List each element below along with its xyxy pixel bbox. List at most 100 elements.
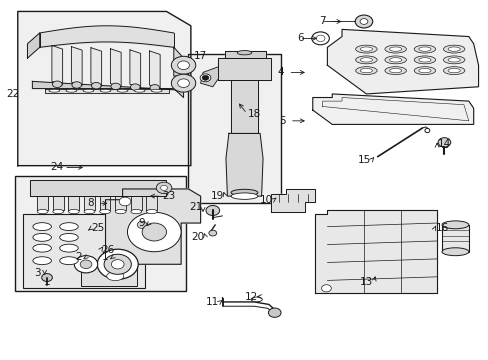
Polygon shape [312, 94, 473, 125]
Text: 18: 18 [247, 109, 260, 119]
Ellipse shape [389, 47, 401, 51]
Circle shape [359, 19, 367, 24]
Ellipse shape [60, 233, 78, 241]
Polygon shape [100, 196, 110, 211]
Ellipse shape [413, 67, 435, 75]
Circle shape [177, 79, 189, 87]
Polygon shape [173, 47, 183, 76]
Polygon shape [327, 30, 478, 94]
Ellipse shape [443, 45, 464, 53]
Text: 16: 16 [434, 224, 447, 233]
Polygon shape [200, 67, 217, 87]
Bar [81, 266, 137, 286]
Text: 10: 10 [259, 195, 272, 205]
Ellipse shape [91, 82, 101, 89]
Circle shape [171, 56, 195, 74]
Ellipse shape [150, 85, 159, 91]
Ellipse shape [355, 45, 376, 53]
Polygon shape [105, 189, 200, 264]
Ellipse shape [441, 221, 468, 229]
Text: 5: 5 [279, 116, 285, 126]
Ellipse shape [384, 56, 406, 64]
Polygon shape [44, 89, 168, 93]
Bar [441, 225, 468, 252]
Text: 11: 11 [206, 297, 219, 307]
Polygon shape [27, 33, 40, 58]
Text: 21: 21 [189, 202, 202, 212]
Ellipse shape [33, 223, 51, 230]
Polygon shape [84, 196, 95, 211]
Polygon shape [53, 196, 63, 211]
Text: 19: 19 [211, 191, 224, 201]
Ellipse shape [389, 68, 401, 73]
Ellipse shape [237, 50, 251, 55]
Text: 17: 17 [194, 51, 207, 61]
Ellipse shape [84, 210, 95, 214]
Ellipse shape [100, 89, 111, 92]
Polygon shape [115, 196, 126, 211]
Circle shape [171, 74, 195, 92]
Bar [188, 54, 281, 203]
Ellipse shape [443, 56, 464, 64]
Text: 1: 1 [102, 252, 109, 262]
Ellipse shape [231, 189, 257, 196]
Ellipse shape [424, 129, 429, 133]
Circle shape [316, 35, 325, 41]
Polygon shape [68, 196, 79, 211]
Circle shape [268, 308, 281, 318]
Polygon shape [225, 134, 263, 196]
Circle shape [205, 206, 219, 216]
Ellipse shape [131, 210, 142, 214]
Circle shape [142, 223, 166, 241]
Text: 13: 13 [359, 277, 372, 287]
Ellipse shape [418, 58, 430, 62]
Ellipse shape [66, 89, 77, 92]
Circle shape [131, 217, 153, 233]
Ellipse shape [33, 257, 51, 265]
Ellipse shape [447, 68, 459, 73]
Polygon shape [217, 58, 271, 80]
Ellipse shape [60, 257, 78, 265]
Ellipse shape [72, 82, 81, 88]
Polygon shape [110, 49, 121, 87]
Text: 6: 6 [297, 33, 303, 43]
Text: 3: 3 [34, 268, 41, 278]
Polygon shape [52, 45, 62, 85]
Circle shape [41, 274, 52, 282]
Text: 4: 4 [277, 67, 284, 77]
Ellipse shape [134, 89, 145, 92]
Ellipse shape [117, 89, 128, 92]
Circle shape [119, 197, 131, 206]
Ellipse shape [360, 68, 372, 73]
Ellipse shape [60, 223, 78, 230]
Ellipse shape [384, 45, 406, 53]
Ellipse shape [418, 68, 430, 73]
Polygon shape [231, 80, 257, 134]
Text: 12: 12 [244, 292, 258, 302]
Circle shape [156, 182, 171, 194]
Ellipse shape [360, 58, 372, 62]
Circle shape [137, 221, 147, 228]
Polygon shape [18, 12, 190, 166]
Circle shape [74, 256, 98, 273]
Ellipse shape [447, 58, 459, 62]
Polygon shape [37, 196, 48, 211]
Text: 25: 25 [91, 224, 104, 233]
Circle shape [311, 32, 329, 45]
Text: 14: 14 [437, 139, 450, 149]
Ellipse shape [447, 47, 459, 51]
Circle shape [208, 230, 216, 236]
Ellipse shape [250, 297, 262, 302]
Polygon shape [315, 211, 436, 293]
Circle shape [177, 61, 189, 69]
Polygon shape [149, 51, 160, 89]
Ellipse shape [100, 210, 110, 214]
Polygon shape [130, 50, 141, 88]
Ellipse shape [53, 210, 63, 214]
Ellipse shape [151, 89, 162, 92]
Ellipse shape [443, 67, 464, 75]
Ellipse shape [33, 244, 51, 252]
Text: 23: 23 [162, 191, 175, 201]
Ellipse shape [200, 74, 210, 82]
Ellipse shape [60, 244, 78, 252]
